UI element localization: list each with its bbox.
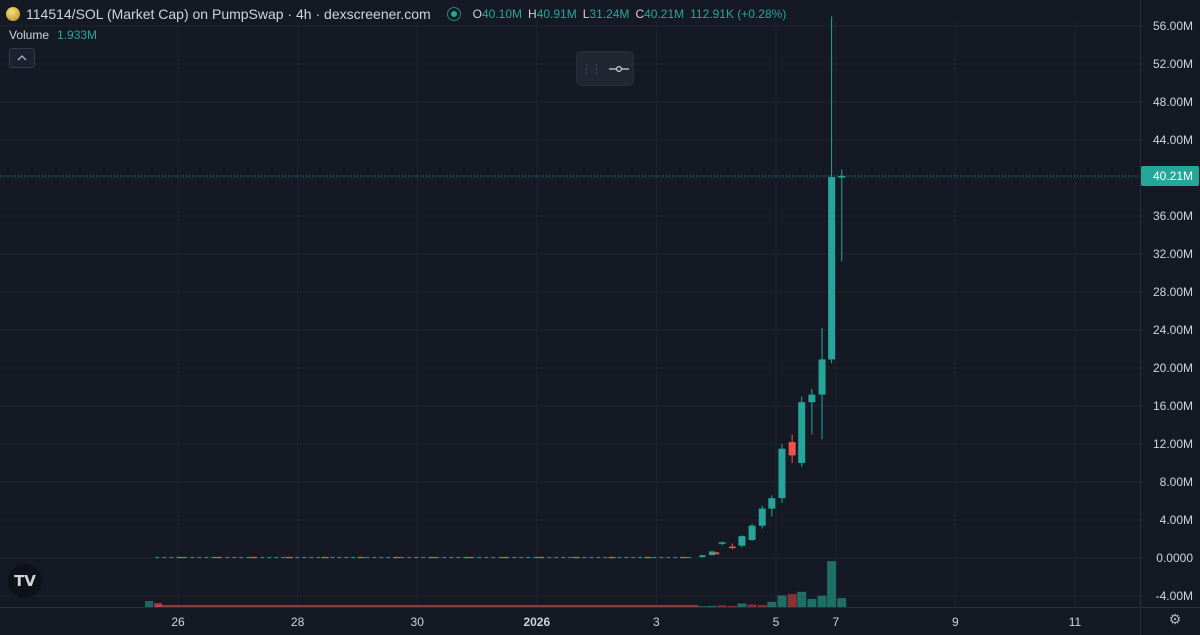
early-volume-bar [154,603,163,607]
volume-bar [727,605,737,607]
early-volume-bar [145,601,154,607]
ohlc-legend: O40.10M H40.91M L31.24M C40.21M 112.91K … [472,7,787,21]
volume-value: 1.933M [57,28,98,42]
volume-bar [787,594,797,607]
candle-body [748,525,756,540]
candle-body [788,442,796,456]
y-tick-label: 48.00M [1153,95,1193,109]
last-price-badge [1141,166,1199,187]
collapse-legend-button[interactable] [9,48,35,68]
volume-bar [837,598,847,607]
tradingview-logo-icon[interactable]: TV [8,564,42,598]
volume-bar [747,604,757,607]
y-tick-label: 24.00M [1153,323,1193,337]
volume-bar [757,605,767,607]
volume-bar [717,605,727,607]
drag-handle-icon[interactable]: ⋮⋮ [580,61,603,76]
candle-body [768,498,776,509]
y-tick-label: 8.00M [1160,475,1193,489]
y-tick-label: 20.00M [1153,361,1193,375]
candle-body [818,359,826,395]
y-tick-label: 36.00M [1153,209,1193,223]
volume-legend: Volume 1.933M [9,28,97,42]
small-candle [709,551,716,556]
candle-body [808,394,816,403]
drawing-toolbar[interactable]: ⋮⋮ [576,51,634,86]
volume-bar [777,595,787,607]
y-tick-label: 4.00M [1160,513,1193,527]
x-tick-label: 5 [773,615,780,629]
small-candle [699,555,706,558]
x-tick-label: 7 [832,615,839,629]
volume-bar [707,605,717,607]
volume-bar [827,561,837,607]
x-tick-label: 11 [1069,615,1082,629]
early-volume-strip [155,605,699,607]
candle-body [828,177,836,360]
chevron-up-icon [17,55,27,61]
last-price-label: 40.21M [1153,169,1193,183]
candle-body [758,508,766,526]
y-tick-label: 44.00M [1153,133,1193,147]
y-tick-label: 12.00M [1153,437,1193,451]
x-tick-label: 9 [952,615,959,629]
horizontal-line-tool-icon[interactable] [608,65,630,73]
volume-label: Volume [9,28,50,42]
candle-body [738,536,746,546]
volume-bar [737,603,747,607]
small-candle [713,552,720,555]
x-tick-label: 26 [171,615,185,629]
y-tick-label: 0.0000 [1156,551,1193,565]
y-tick-label: 52.00M [1153,57,1193,71]
candle-body [718,542,726,544]
symbol-title[interactable]: 114514/SOL (Market Cap) on PumpSwap · 4h… [26,6,431,22]
x-tick-label: 30 [411,615,425,629]
chart-header: 114514/SOL (Market Cap) on PumpSwap · 4h… [6,4,786,24]
y-tick-label: 32.00M [1153,247,1193,261]
volume-bar [797,591,807,607]
y-tick-label: 28.00M [1153,285,1193,299]
volume-bar [697,606,707,607]
volume-bar [807,598,817,607]
candle-body [778,448,786,499]
candle-body [838,176,846,178]
y-tick-label: -4.00M [1156,589,1193,603]
y-tick-label: 56.00M [1153,19,1193,33]
gear-icon[interactable]: ⚙ [1168,610,1182,627]
candle-body [798,402,806,463]
x-tick-label: 3 [653,615,660,629]
price-change: 112.91K (+0.28%) [690,7,787,21]
volume-bar [767,601,777,607]
volume-bar [817,595,827,607]
token-coin-icon [6,7,20,21]
candle-body [728,546,736,549]
live-status-icon [446,7,461,21]
x-tick-label: 28 [291,615,305,629]
y-tick-label: 16.00M [1153,399,1193,413]
x-tick-label: 2026 [523,615,550,629]
